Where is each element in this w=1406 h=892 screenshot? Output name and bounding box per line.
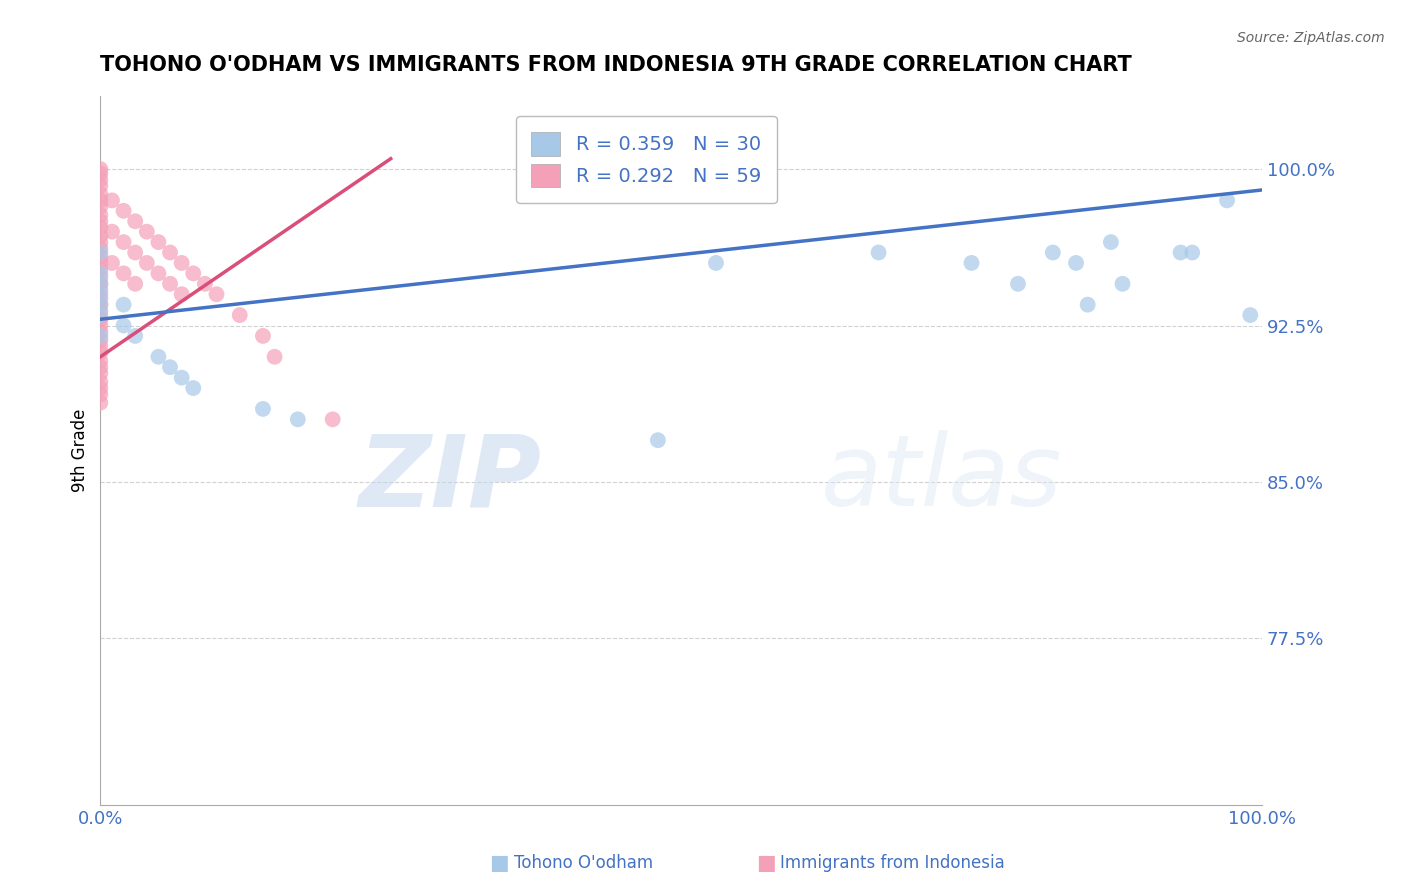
- Point: [1170, 245, 1192, 260]
- Point: [1239, 308, 1261, 322]
- Point: [89, 277, 111, 291]
- Point: [205, 287, 228, 301]
- Point: [89, 220, 111, 235]
- Text: ZIP: ZIP: [359, 431, 541, 527]
- Point: [89, 250, 111, 264]
- Point: [181, 266, 204, 280]
- Point: [89, 312, 111, 326]
- Point: [89, 298, 111, 312]
- Point: [124, 277, 146, 291]
- Point: [89, 339, 111, 353]
- Point: [89, 360, 111, 375]
- Point: [89, 270, 111, 285]
- Point: [89, 256, 111, 270]
- Point: [148, 350, 170, 364]
- Point: [89, 287, 111, 301]
- Point: [89, 208, 111, 222]
- Point: [135, 256, 157, 270]
- Point: [159, 360, 181, 375]
- Point: [1099, 235, 1122, 249]
- Point: [229, 308, 252, 322]
- Point: [89, 200, 111, 214]
- Point: [89, 333, 111, 347]
- Point: [112, 235, 135, 249]
- Point: [148, 235, 170, 249]
- Legend: R = 0.359   N = 30, R = 0.292   N = 59: R = 0.359 N = 30, R = 0.292 N = 59: [516, 117, 778, 202]
- Point: [868, 245, 890, 260]
- Point: [89, 194, 111, 208]
- Text: Immigrants from Indonesia: Immigrants from Indonesia: [780, 855, 1005, 872]
- Point: [1216, 194, 1239, 208]
- Point: [704, 256, 727, 270]
- Point: [89, 381, 111, 395]
- Point: [89, 283, 111, 297]
- Point: [89, 318, 111, 333]
- Point: [89, 375, 111, 389]
- Point: [89, 308, 111, 322]
- Point: [89, 266, 111, 280]
- Point: [252, 329, 274, 343]
- Point: [89, 228, 111, 243]
- Point: [89, 395, 111, 409]
- Point: [194, 277, 217, 291]
- Point: [89, 298, 111, 312]
- Point: [148, 266, 170, 280]
- Text: atlas: atlas: [821, 431, 1062, 527]
- Point: [170, 287, 193, 301]
- Point: [89, 214, 111, 228]
- Point: [89, 241, 111, 255]
- Point: [101, 194, 124, 208]
- Point: [1007, 277, 1029, 291]
- Point: [101, 225, 124, 239]
- Point: [263, 350, 285, 364]
- Point: [89, 292, 111, 306]
- Point: [647, 433, 669, 447]
- Point: [124, 214, 146, 228]
- Point: [112, 298, 135, 312]
- Point: [287, 412, 309, 426]
- Point: [159, 277, 181, 291]
- Point: [1064, 256, 1087, 270]
- Point: [124, 329, 146, 343]
- Point: [89, 329, 111, 343]
- Point: [89, 235, 111, 249]
- Point: [159, 245, 181, 260]
- Point: [252, 401, 274, 416]
- Point: [170, 256, 193, 270]
- Y-axis label: 9th Grade: 9th Grade: [72, 409, 89, 492]
- Point: [181, 381, 204, 395]
- Point: [135, 225, 157, 239]
- Point: [89, 387, 111, 401]
- Text: ■: ■: [756, 854, 776, 873]
- Point: [112, 318, 135, 333]
- Text: Source: ZipAtlas.com: Source: ZipAtlas.com: [1237, 31, 1385, 45]
- Point: [322, 412, 344, 426]
- Point: [101, 256, 124, 270]
- Point: [1181, 245, 1204, 260]
- Text: Tohono O'odham: Tohono O'odham: [515, 855, 652, 872]
- Point: [89, 262, 111, 277]
- Point: [89, 325, 111, 339]
- Point: [89, 187, 111, 202]
- Text: TOHONO O'ODHAM VS IMMIGRANTS FROM INDONESIA 9TH GRADE CORRELATION CHART: TOHONO O'ODHAM VS IMMIGRANTS FROM INDONE…: [100, 55, 1132, 75]
- Point: [89, 304, 111, 318]
- Point: [89, 277, 111, 291]
- Point: [170, 370, 193, 384]
- Point: [1111, 277, 1133, 291]
- Point: [1042, 245, 1064, 260]
- Point: [960, 256, 983, 270]
- Point: [89, 345, 111, 359]
- Point: [124, 245, 146, 260]
- Point: [89, 245, 111, 260]
- Point: [89, 166, 111, 180]
- Point: [89, 162, 111, 177]
- Text: ■: ■: [489, 854, 509, 873]
- Point: [1077, 298, 1099, 312]
- Point: [112, 203, 135, 218]
- Point: [89, 367, 111, 381]
- Point: [89, 178, 111, 193]
- Point: [112, 266, 135, 280]
- Point: [89, 354, 111, 368]
- Point: [89, 172, 111, 186]
